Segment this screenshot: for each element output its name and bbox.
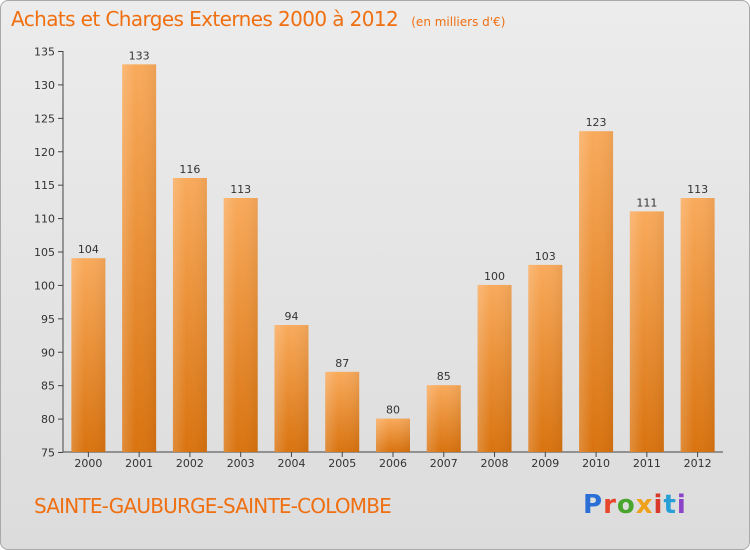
logo-letter: t bbox=[663, 490, 677, 520]
data-label: 113 bbox=[687, 183, 708, 196]
y-tick-label: 95 bbox=[41, 313, 55, 326]
y-tick-label: 115 bbox=[34, 179, 55, 192]
data-label: 87 bbox=[335, 357, 349, 370]
bar-shading bbox=[579, 131, 614, 452]
data-label: 113 bbox=[230, 183, 251, 196]
y-tick-label: 90 bbox=[41, 346, 55, 359]
logo-letter: x bbox=[635, 490, 654, 520]
bar-shading bbox=[274, 325, 309, 452]
bar-shading bbox=[629, 211, 664, 452]
y-tick-label: 75 bbox=[41, 447, 55, 460]
logo-letter: i bbox=[676, 490, 687, 520]
x-tick-label: 2000 bbox=[74, 457, 102, 470]
data-label: 103 bbox=[535, 250, 556, 263]
proxiti-logo: Proxiti bbox=[583, 490, 687, 520]
y-tick-label: 105 bbox=[34, 246, 55, 259]
logo-letter: r bbox=[603, 490, 617, 520]
data-label: 133 bbox=[129, 49, 150, 62]
logo-letter: i bbox=[653, 490, 664, 520]
bar-shading bbox=[325, 371, 360, 452]
x-tick-label: 2005 bbox=[328, 457, 356, 470]
data-label: 80 bbox=[386, 404, 400, 417]
chart-title: Achats et Charges Externes 2000 à 2012 (… bbox=[11, 7, 505, 31]
y-tick-label: 135 bbox=[34, 46, 55, 59]
logo-letter: o bbox=[616, 490, 636, 520]
bar-shading bbox=[680, 198, 715, 452]
bar-shading bbox=[376, 418, 410, 452]
logo-letter: P bbox=[583, 490, 604, 520]
bar-shading bbox=[223, 198, 258, 452]
y-tick-label: 125 bbox=[34, 112, 55, 125]
data-label: 123 bbox=[586, 116, 607, 129]
data-label: 100 bbox=[484, 270, 505, 283]
bar-shading bbox=[528, 264, 563, 452]
x-tick-label: 2008 bbox=[481, 457, 509, 470]
bar-shading bbox=[426, 385, 461, 452]
y-tick-label: 85 bbox=[41, 380, 55, 393]
x-tick-label: 2011 bbox=[633, 457, 661, 470]
bar-shading bbox=[477, 284, 512, 452]
y-tick-label: 80 bbox=[41, 413, 55, 426]
commune-name: SAINTE-GAUBURGE-SAINTE-COLOMBE bbox=[34, 494, 392, 518]
chart-unit: (en milliers d'€) bbox=[411, 15, 506, 29]
data-label: 94 bbox=[284, 310, 298, 323]
x-tick-label: 2007 bbox=[430, 457, 458, 470]
data-label: 104 bbox=[78, 243, 99, 256]
x-tick-label: 2001 bbox=[125, 457, 153, 470]
y-tick-label: 110 bbox=[34, 213, 55, 226]
y-tick-label: 100 bbox=[34, 279, 55, 292]
bar-shading bbox=[71, 258, 106, 452]
bar-shading bbox=[172, 177, 207, 452]
x-tick-label: 2003 bbox=[227, 457, 255, 470]
chart-title-text: Achats et Charges Externes 2000 à 2012 bbox=[11, 7, 399, 31]
x-tick-label: 2004 bbox=[277, 457, 305, 470]
y-tick-label: 120 bbox=[34, 146, 55, 159]
data-label: 85 bbox=[437, 370, 451, 383]
y-tick-label: 130 bbox=[34, 79, 55, 92]
x-tick-label: 2002 bbox=[176, 457, 204, 470]
x-tick-label: 2010 bbox=[582, 457, 610, 470]
x-tick-label: 2009 bbox=[531, 457, 559, 470]
data-label: 111 bbox=[636, 196, 657, 209]
bar-shading bbox=[122, 64, 157, 452]
data-label: 116 bbox=[179, 163, 200, 176]
x-tick-label: 2006 bbox=[379, 457, 407, 470]
x-tick-label: 2012 bbox=[684, 457, 712, 470]
